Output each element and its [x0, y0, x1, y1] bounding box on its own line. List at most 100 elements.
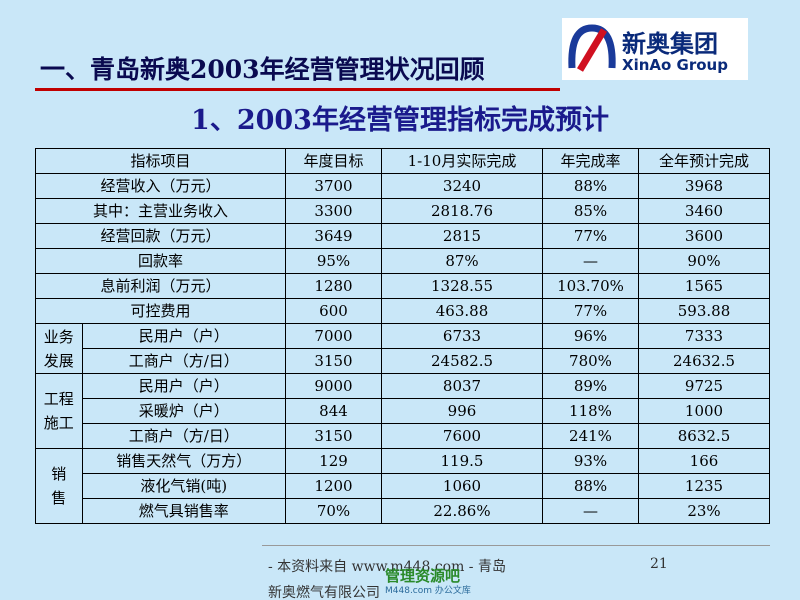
cell: 89%: [542, 373, 639, 399]
cell: 8037: [381, 373, 543, 399]
group-label: 销 售: [35, 448, 83, 524]
logo-sub: XinAo Group: [622, 56, 728, 74]
cell: 1280: [285, 273, 382, 299]
table-row: 经营收入（万元） 3700 3240 88% 3968: [35, 173, 770, 199]
logo: 新奥集团 XinAo Group: [562, 18, 748, 80]
cell: 166: [638, 448, 770, 474]
cell: 1328.55: [381, 273, 543, 299]
cell: 600: [285, 298, 382, 324]
cell: 119.5: [381, 448, 543, 474]
group-label: 业务 发展: [35, 323, 83, 374]
row-label: 可控费用: [35, 298, 286, 324]
cell: 996: [381, 398, 543, 424]
title-rule: [35, 88, 560, 91]
cell: 3649: [285, 223, 382, 249]
column-header: 全年预计完成: [638, 148, 770, 174]
cell: 85%: [542, 198, 639, 224]
cell: 1200: [285, 473, 382, 499]
table-row: 可控费用 600 463.88 77% 593.88: [35, 298, 770, 324]
cell: 780%: [542, 348, 639, 374]
cell: 22.86%: [381, 498, 543, 524]
cell: 3300: [285, 198, 382, 224]
cell: 1060: [381, 473, 543, 499]
cell: 103.70%: [542, 273, 639, 299]
table: 指标项目 年度目标 1-10月实际完成 年完成率 全年预计完成 经营收入（万元） 3700 3…: [35, 148, 770, 524]
row-label: 工商户（方/日）: [81, 348, 287, 374]
cell: 129: [285, 448, 382, 474]
cell: 77%: [542, 298, 639, 324]
cell: 1235: [638, 473, 770, 499]
cell: 8632.5: [638, 423, 770, 449]
table-row: 工商户（方/日） 3150 24582.5 780% 24632.5: [36, 348, 770, 374]
table-row: 息前利润（万元） 1280 1328.55 103.70% 1565: [35, 273, 770, 299]
cell: 96%: [542, 323, 639, 349]
cell: 1000: [638, 398, 770, 424]
cell: 95%: [285, 248, 382, 274]
cell: 93%: [542, 448, 639, 474]
row-label: 回款率: [35, 248, 286, 274]
title: 一、青岛新奥2003年经营管理状况回顾: [40, 55, 485, 84]
cell: 7600: [381, 423, 543, 449]
table-row: 液化气销(吨) 1200 1060 88% 1235: [36, 473, 770, 499]
cell: 9725: [638, 373, 770, 399]
cell: 3460: [638, 198, 770, 224]
subtitle: 1、2003年经营管理指标完成预计: [191, 105, 609, 136]
table-row: 销 售销售天然气（万方） 129 119.5 93% 166: [35, 448, 770, 524]
row-label: 民用户（户）: [81, 373, 287, 399]
footer-source: - 本资料来自 www.m448.com - 青岛新奥燃气有限公司: [268, 559, 506, 600]
cell: 844: [285, 398, 382, 424]
page-number: 21: [650, 556, 668, 572]
table-row: 回款率 95% 87% —90%: [35, 248, 770, 274]
cell: 70%: [285, 498, 382, 524]
table-row: 指标项目 年度目标 1-10月实际完成 年完成率 全年预计完成: [35, 148, 770, 174]
cell: 77%: [542, 223, 639, 249]
table-row: 经营回款（万元） 3649 2815 77% 3600: [35, 223, 770, 249]
table-row: 采暖炉（户） 844 996 118% 1000: [36, 398, 770, 424]
cell: 1565: [638, 273, 770, 299]
cell: 9000: [285, 373, 382, 399]
table-row: 工程 施工 民用户（户） 9000 8037 89% 9725: [35, 373, 770, 449]
logo-mark: [568, 24, 616, 72]
cell: 2815: [381, 223, 543, 249]
row-label: 经营收入（万元）: [35, 173, 286, 199]
cell: 24632.5: [638, 348, 770, 374]
table-row: 燃气具销售率 70% 22.86% —23%: [36, 498, 770, 524]
column-header: 年完成率: [542, 148, 639, 174]
row-label: 经营回款（万元）: [35, 223, 286, 249]
cell: 3700: [285, 173, 382, 199]
cell: 7000: [285, 323, 382, 349]
cell: 90%: [638, 248, 770, 274]
cell: 3968: [638, 173, 770, 199]
cell: 87%: [381, 248, 543, 274]
row-label: 其中：主营业务收入: [35, 198, 286, 224]
row-label: 燃气具销售率: [81, 498, 287, 524]
cell: 2818.76: [381, 198, 543, 224]
cell: 463.88: [381, 298, 543, 324]
cell: 3240: [381, 173, 543, 199]
cell: 241%: [542, 423, 639, 449]
cell: 24582.5: [381, 348, 543, 374]
cell: 118%: [542, 398, 639, 424]
cell: 88%: [542, 473, 639, 499]
cell: 88%: [542, 173, 639, 199]
table-row: 工商户（方/日） 3150 7600 241% 8632.5: [36, 423, 770, 449]
cell: 3600: [638, 223, 770, 249]
row-label: 销售天然气（万方）: [81, 448, 287, 474]
cell: 593.88: [638, 298, 770, 324]
column-header: 1-10月实际完成: [381, 148, 543, 174]
cell: 3150: [285, 348, 382, 374]
watermark: 管理资源吧: [385, 567, 461, 585]
row-label: 工商户（方/日）: [81, 423, 287, 449]
cell: —: [542, 498, 639, 524]
cell: 3150: [285, 423, 382, 449]
row-label: 采暖炉（户）: [81, 398, 287, 424]
cell: 7333: [638, 323, 770, 349]
row-label: 息前利润（万元）: [35, 273, 286, 299]
logo-name: 新奥集团: [622, 30, 718, 58]
cell: —: [542, 248, 639, 274]
watermark-sub: M448.com 办公文库: [385, 586, 471, 596]
column-header: 指标项目: [35, 148, 286, 174]
table-row: 其中：主营业务收入 3300 2818.76 85% 3460: [35, 198, 770, 224]
column-header: 年度目标: [285, 148, 382, 174]
